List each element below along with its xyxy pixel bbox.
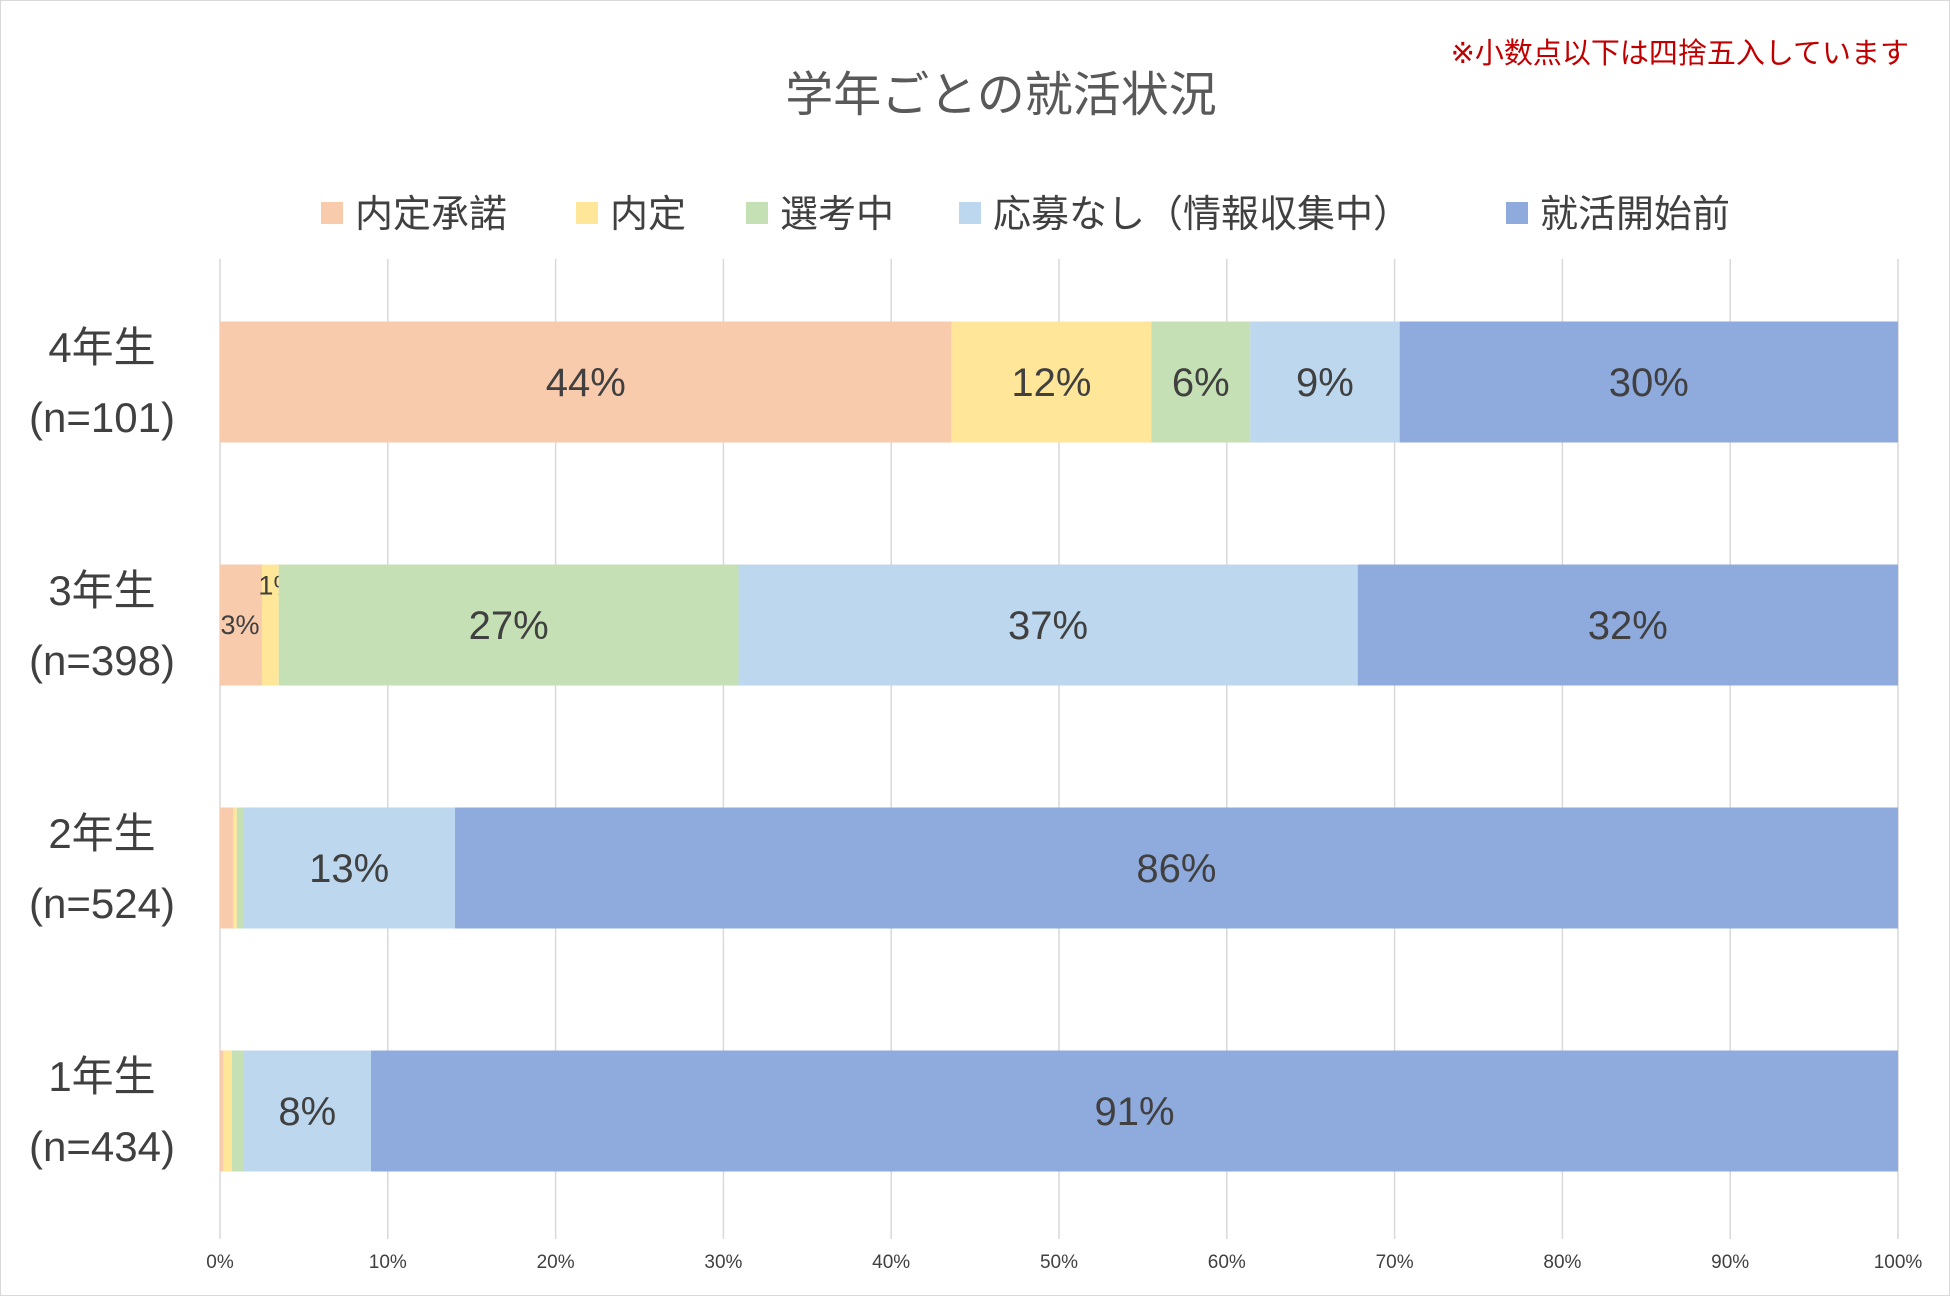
bar-segment	[261, 564, 279, 686]
category-n-label: (n=398)	[29, 637, 175, 684]
bar-segment	[220, 321, 952, 443]
bar-segment	[454, 807, 1898, 929]
bar-segment	[1151, 321, 1251, 443]
legend-label: 内定承諾	[355, 192, 507, 236]
bar-segment	[243, 1050, 372, 1172]
bar-segment	[738, 564, 1358, 686]
bar-segment	[951, 321, 1152, 443]
x-tick-label: 10%	[369, 1252, 407, 1273]
legend-item: 内定承諾	[321, 192, 507, 236]
category-label: 3年生	[48, 567, 155, 614]
bar-segment	[223, 1050, 232, 1172]
bar-segment	[243, 807, 455, 929]
x-tick-label: 20%	[537, 1252, 575, 1273]
x-tick-label: 90%	[1711, 1252, 1749, 1273]
x-tick-label: 100%	[1874, 1252, 1923, 1273]
rounding-note: ※小数点以下は四捨五入しています	[1451, 36, 1909, 70]
legend-label: 内定	[610, 192, 686, 236]
data-label: 8%	[278, 1090, 336, 1134]
bar-segment	[233, 807, 237, 929]
category-label: 2年生	[48, 810, 155, 857]
legend-item: 選考中	[746, 192, 894, 236]
data-label: 86%	[1136, 847, 1216, 891]
category-n-label: (n=524)	[29, 880, 175, 927]
bar-segment	[220, 807, 234, 929]
data-label: 91%	[1094, 1090, 1174, 1134]
chart-title: 学年ごとの就活状況	[785, 67, 1217, 123]
category-n-label: (n=101)	[29, 394, 175, 441]
bar-segment	[231, 1050, 244, 1172]
x-tick-label: 80%	[1543, 1252, 1581, 1273]
bars: 44% 12% 6% 9% 30%3%1%27% 37% 32%13% 86%8% 91%	[220, 321, 1898, 1172]
x-tick-label: 30%	[704, 1252, 742, 1273]
data-label: 12%	[1011, 361, 1091, 405]
legend-item: 応募なし（情報収集中）	[959, 192, 1411, 236]
category-n-label: (n=434)	[29, 1123, 175, 1170]
x-tick-label: 70%	[1376, 1252, 1414, 1273]
bar-segment	[220, 1050, 224, 1172]
legend-swatch	[746, 202, 768, 224]
category-labels: 4年生 (n=101) 3年生 (n=398) 2年生 (n=524) 1年生 (n=434)	[29, 324, 175, 1170]
data-label: 3%	[220, 610, 259, 640]
bar-segment	[371, 1050, 1898, 1172]
legend-swatch	[576, 202, 598, 224]
bar-segment	[236, 807, 244, 929]
legend-label: 応募なし（情報収集中）	[993, 192, 1411, 236]
data-label: 9%	[1296, 361, 1354, 405]
data-label: 27%	[469, 604, 549, 648]
legend-item: 内定	[576, 192, 686, 236]
data-label: 13%	[309, 847, 389, 891]
legend-swatch	[321, 202, 343, 224]
legend-label: 就活開始前	[1540, 192, 1730, 236]
legend-swatch	[1506, 202, 1528, 224]
legend-swatch	[959, 202, 981, 224]
bar-segment	[1357, 564, 1898, 686]
legend: 内定承諾 内定 選考中 応募なし（情報収集中） 就活開始前	[321, 192, 1730, 236]
x-tick-label: 40%	[872, 1252, 910, 1273]
data-label: 44%	[546, 361, 626, 405]
legend-label: 選考中	[780, 192, 894, 236]
bar-segment	[278, 564, 739, 686]
category-label: 4年生	[48, 324, 155, 371]
x-tick-label: 60%	[1208, 1252, 1246, 1273]
category-label: 1年生	[48, 1053, 155, 1100]
x-tick-label: 0%	[206, 1252, 234, 1273]
legend-item: 就活開始前	[1506, 192, 1730, 236]
bar-segment	[220, 564, 262, 686]
x-tick-label: 50%	[1040, 1252, 1078, 1273]
data-label: 37%	[1008, 604, 1088, 648]
data-label: 32%	[1588, 604, 1668, 648]
bar-segment	[1399, 321, 1898, 443]
bar-segment	[1250, 321, 1400, 443]
x-axis-ticks: 0% 10% 20% 30% 40% 50% 60% 70% 80% 90% 100%	[206, 1252, 1922, 1273]
data-label: 30%	[1609, 361, 1689, 405]
data-label: 6%	[1172, 361, 1230, 405]
